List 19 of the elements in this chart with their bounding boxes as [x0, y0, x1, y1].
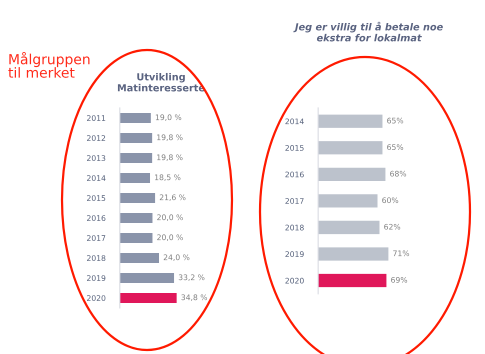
bar: [318, 274, 386, 288]
bar: [120, 192, 156, 203]
bar: [120, 132, 152, 143]
bar: [120, 232, 152, 243]
bar: [120, 252, 160, 263]
bar: [120, 172, 150, 183]
bar: [120, 112, 151, 123]
bar: [318, 114, 382, 128]
text: Målgruppen til merket: [8, 52, 90, 78]
bar: [120, 292, 177, 303]
bar: [318, 141, 382, 154]
chart-title: Jeg er villig til å betale noe ekstra for lokalmat: [293, 22, 443, 42]
bar: [318, 168, 386, 181]
bar: [318, 194, 378, 208]
bar: [318, 220, 380, 234]
bar: [120, 272, 174, 283]
bar: [318, 247, 388, 261]
bar: [120, 212, 152, 223]
bar: [120, 152, 152, 163]
